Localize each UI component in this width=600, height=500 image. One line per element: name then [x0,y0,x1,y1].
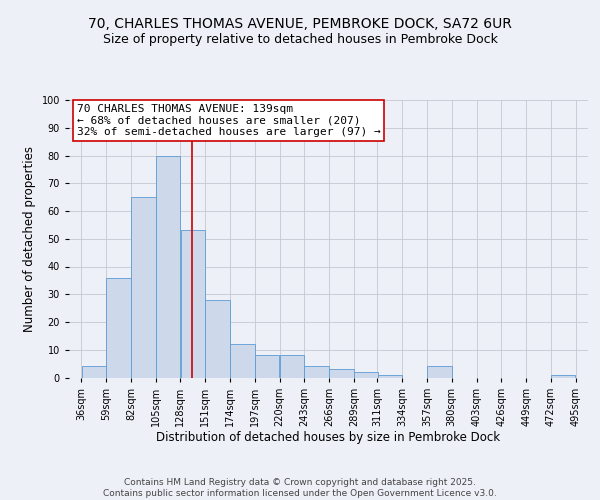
Text: Size of property relative to detached houses in Pembroke Dock: Size of property relative to detached ho… [103,32,497,46]
Bar [106,278,131,378]
Bar [354,372,379,378]
Bar [551,374,575,378]
Bar [230,344,254,378]
Text: 70, CHARLES THOMAS AVENUE, PEMBROKE DOCK, SA72 6UR: 70, CHARLES THOMAS AVENUE, PEMBROKE DOCK… [88,18,512,32]
Bar [131,197,155,378]
Bar [304,366,329,378]
Text: Contains HM Land Registry data © Crown copyright and database right 2025.
Contai: Contains HM Land Registry data © Crown c… [103,478,497,498]
Bar [329,369,353,378]
Bar [82,366,106,378]
Bar [280,356,304,378]
Bar [427,366,452,378]
Bar [205,300,230,378]
Bar [156,156,180,378]
Bar [377,374,402,378]
X-axis label: Distribution of detached houses by size in Pembroke Dock: Distribution of detached houses by size … [157,432,500,444]
Bar [255,356,280,378]
Bar [181,230,205,378]
Text: 70 CHARLES THOMAS AVENUE: 139sqm
← 68% of detached houses are smaller (207)
32% : 70 CHARLES THOMAS AVENUE: 139sqm ← 68% o… [77,104,380,138]
Y-axis label: Number of detached properties: Number of detached properties [23,146,36,332]
